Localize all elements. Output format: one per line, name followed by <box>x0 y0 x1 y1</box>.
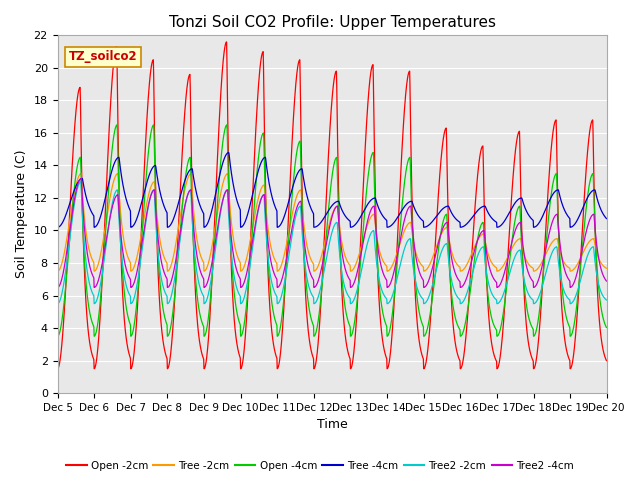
Text: TZ_soilco2: TZ_soilco2 <box>68 50 137 63</box>
Legend: Open -2cm, Tree -2cm, Open -4cm, Tree -4cm, Tree2 -2cm, Tree2 -4cm: Open -2cm, Tree -2cm, Open -4cm, Tree -4… <box>61 456 579 475</box>
Title: Tonzi Soil CO2 Profile: Upper Temperatures: Tonzi Soil CO2 Profile: Upper Temperatur… <box>168 15 495 30</box>
Y-axis label: Soil Temperature (C): Soil Temperature (C) <box>15 150 28 278</box>
X-axis label: Time: Time <box>317 419 348 432</box>
